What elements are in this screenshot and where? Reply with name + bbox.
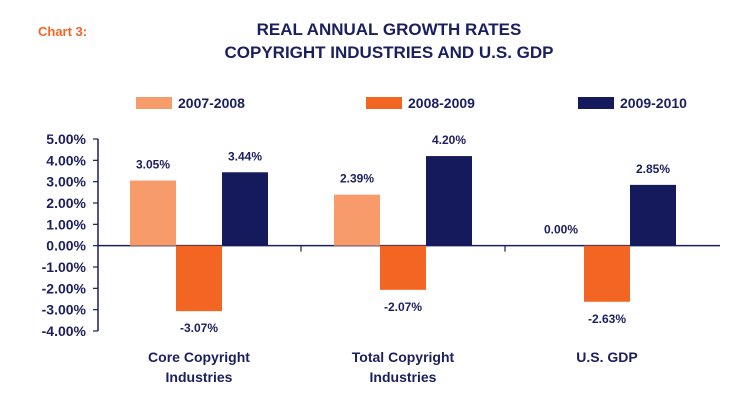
data-label: 2.85% <box>636 162 670 176</box>
bar-2007-2008-1 <box>334 194 380 246</box>
legend-swatch-2007-2008 <box>136 97 172 109</box>
bar-2009-2010-2 <box>630 184 676 246</box>
chart-number-label: Chart 3: <box>38 24 88 39</box>
y-tick-label: 5.00% <box>46 131 86 147</box>
legend-label-2008-2009: 2008-2009 <box>408 95 475 111</box>
y-tick-label: 2.00% <box>46 195 86 211</box>
bar-2008-2009-2 <box>584 245 630 302</box>
category-label: Total Copyright <box>352 349 455 365</box>
chart-title-line-2: COPYRIGHT INDUSTRIES AND U.S. GDP <box>224 43 554 62</box>
data-label: -3.07% <box>180 321 218 335</box>
bar-2009-2010-0 <box>222 172 268 246</box>
data-label: 3.05% <box>136 158 170 172</box>
y-tick-label: 4.00% <box>46 152 86 168</box>
legend-swatch-2008-2009 <box>366 97 402 109</box>
legend-swatch-2009-2010 <box>578 97 614 109</box>
legend-label-2007-2008: 2007-2008 <box>178 95 245 111</box>
category-label: Industries <box>166 369 233 385</box>
data-label: 3.44% <box>228 149 262 163</box>
y-tick-label: 3.00% <box>46 174 86 190</box>
category-label: Core Copyright <box>148 349 250 365</box>
bar-2007-2008-0 <box>130 180 176 246</box>
chart-title: REAL ANNUAL GROWTH RATES COPYRIGHT INDUS… <box>0 18 748 64</box>
category-label: U.S. GDP <box>576 349 637 365</box>
y-tick-label: -4.00% <box>42 323 87 339</box>
data-label: -2.63% <box>588 312 626 326</box>
y-tick-label: -1.00% <box>42 259 87 275</box>
bar-2009-2010-1 <box>426 156 472 246</box>
legend-label-2009-2010: 2009-2010 <box>620 95 687 111</box>
data-label: 2.39% <box>340 172 374 186</box>
chart-title-line-1: REAL ANNUAL GROWTH RATES <box>256 20 522 39</box>
bar-2008-2009-1 <box>380 245 426 290</box>
y-tick-label: 1.00% <box>46 216 86 232</box>
y-tick-label: -2.00% <box>42 280 87 296</box>
y-tick-label: -3.00% <box>42 302 87 318</box>
data-label: 0.00% <box>544 223 578 237</box>
y-tick-label: 0.00% <box>46 238 86 254</box>
category-label: Industries <box>370 369 437 385</box>
bar-2008-2009-0 <box>176 245 222 312</box>
data-label: -2.07% <box>384 300 422 314</box>
data-label: 4.20% <box>432 133 466 147</box>
